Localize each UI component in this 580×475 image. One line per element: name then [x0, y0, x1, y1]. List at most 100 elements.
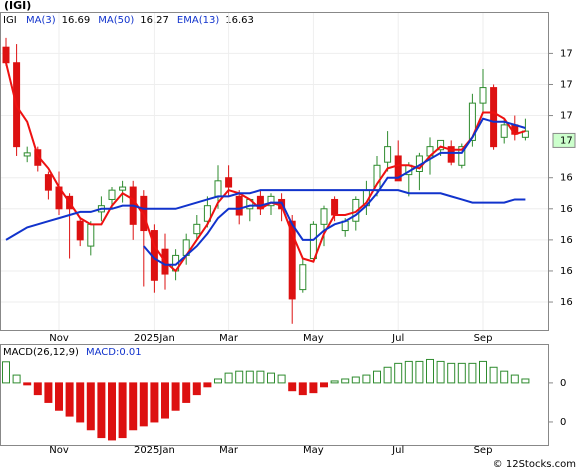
- candle-body: [394, 155, 402, 182]
- macd-bar: [320, 382, 328, 388]
- candle-body: [288, 220, 296, 300]
- x-tick-label: May: [303, 333, 324, 344]
- x-tick-label: Mar: [219, 445, 239, 456]
- candle-body: [87, 223, 95, 247]
- legend-name: MA(3): [26, 15, 56, 26]
- chart-title: (IGI): [4, 0, 31, 12]
- macd-bar: [76, 382, 85, 423]
- candle-body: [437, 139, 445, 151]
- macd-bar: [44, 382, 53, 403]
- candle-body: [44, 174, 52, 191]
- macd-bar: [55, 382, 63, 411]
- price-frame: [0, 12, 549, 331]
- macd-bar: [309, 382, 318, 394]
- macd-bar: [108, 382, 116, 441]
- candle-body: [267, 195, 275, 207]
- macd-value: MACD:0.01: [86, 347, 142, 358]
- macd-bar: [351, 376, 360, 384]
- y-tick-label: 16: [560, 266, 573, 277]
- y-tick-label: 16: [560, 173, 573, 184]
- x-tick-label: Nov: [49, 333, 69, 344]
- candle-body: [500, 124, 508, 138]
- macd-bar: [245, 370, 254, 384]
- y-tick-label: 16: [560, 297, 573, 308]
- macd-bar: [33, 382, 42, 396]
- y-tick-label: 16: [560, 204, 573, 215]
- macd-bar: [468, 362, 477, 384]
- macd-bar: [341, 378, 350, 384]
- macd-bar: [521, 378, 530, 384]
- symbol: IGI: [3, 15, 17, 26]
- candle-body: [203, 205, 211, 222]
- macd-bar: [510, 374, 519, 384]
- y-tick-label: 0: [560, 417, 566, 428]
- x-tick-label: Nov: [49, 445, 69, 456]
- macd-bar: [23, 382, 32, 386]
- candle-body: [468, 102, 476, 141]
- candle-body: [320, 208, 328, 225]
- macd-bar: [479, 360, 487, 384]
- candle-body: [235, 195, 243, 216]
- macd-bar: [192, 382, 201, 396]
- candle-body: [447, 146, 455, 163]
- macd-bar: [426, 358, 434, 384]
- macd-bar: [129, 382, 138, 431]
- y-tick-label: 17: [560, 48, 573, 59]
- legend-value: 16.69: [62, 15, 91, 26]
- macd-title: MACD(26,12,9): [3, 347, 79, 358]
- y-tick-label: 17: [560, 111, 573, 122]
- macd-bar: [256, 370, 265, 384]
- macd-bar: [489, 366, 498, 384]
- macd-bar: [447, 362, 456, 384]
- y-tick-label: 16: [560, 235, 573, 246]
- ma-line: [5, 189, 526, 241]
- y-tick-label: 0: [560, 378, 566, 389]
- legend-name: MA(50): [98, 15, 134, 26]
- macd-bar: [214, 378, 222, 384]
- macd-bar: [383, 366, 392, 384]
- candle-body: [331, 198, 339, 216]
- candle-body: [225, 177, 233, 188]
- macd-bar: [330, 380, 339, 384]
- candle-body: [108, 189, 116, 200]
- candle-body: [479, 87, 487, 104]
- macd-bar: [267, 372, 275, 384]
- macd-bar: [235, 370, 244, 384]
- candle-body: [34, 149, 42, 166]
- x-tick-label: May: [303, 445, 324, 456]
- macd-bar: [500, 370, 509, 384]
- legend-value: 16.63: [225, 15, 254, 26]
- x-tick-label: Jul: [391, 445, 404, 456]
- macd-bar: [373, 370, 381, 384]
- x-tick-label: 2025Jan: [134, 445, 175, 456]
- macd-bar: [277, 374, 286, 384]
- macd-bar: [12, 374, 21, 384]
- macd-bar: [288, 382, 297, 392]
- candle-body: [119, 186, 127, 191]
- macd-bar: [298, 382, 307, 396]
- candle-body: [76, 220, 84, 241]
- candle-body: [309, 223, 317, 260]
- candle-body: [490, 87, 498, 148]
- last-price-box: [552, 132, 576, 148]
- candle-body: [384, 146, 392, 163]
- macd-bar: [436, 360, 445, 384]
- macd-bar: [97, 382, 106, 439]
- candle-body: [299, 264, 307, 291]
- macd-bar: [139, 382, 148, 427]
- macd-bar: [415, 360, 424, 384]
- macd-bar: [457, 362, 466, 384]
- macd-bar: [171, 382, 180, 411]
- last-price-label: 17: [560, 135, 573, 146]
- footer: © 12Stocks.com: [493, 459, 576, 470]
- macd-bar: [404, 360, 413, 384]
- macd-bar: [65, 382, 74, 417]
- macd-bar: [394, 362, 403, 384]
- macd-bar: [203, 382, 212, 388]
- ma-line: [5, 62, 526, 273]
- macd-frame: [0, 344, 549, 446]
- y-tick-label: 17: [560, 79, 573, 90]
- macd-bar: [362, 374, 371, 384]
